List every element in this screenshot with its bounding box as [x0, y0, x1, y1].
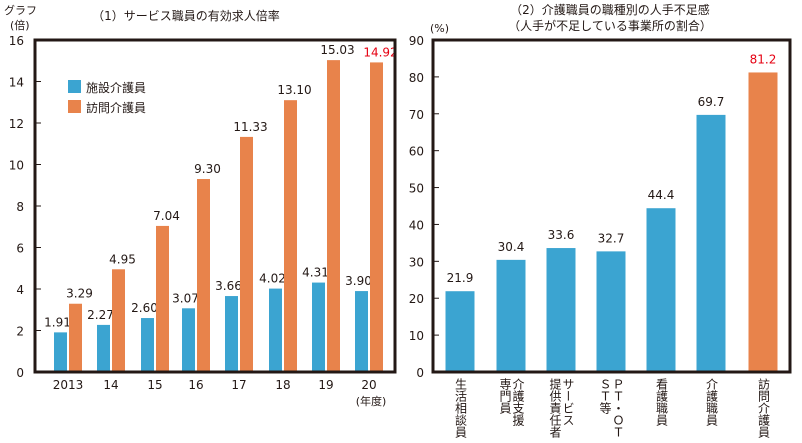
chart2-bar: [496, 259, 526, 372]
chart2-xtick-label: 看護職員: [654, 378, 669, 426]
chart1-ylabel: グラフ: [4, 3, 37, 17]
chart1-bar-visiting: [370, 62, 383, 372]
chart2-subtitle: （人手が不足している事業所の割合）: [508, 18, 712, 33]
chart2-bar: [748, 72, 778, 372]
chart1-data-label: 4.31: [302, 266, 329, 280]
chart1-ytick-label: 2: [16, 325, 24, 339]
chart1-bar-facility: [54, 332, 67, 372]
chart1-ytick-label: 0: [16, 366, 24, 380]
chart2-bar: [646, 208, 676, 372]
chart1-ytick-label: 14: [9, 76, 24, 90]
chart1-ytick-label: 16: [9, 34, 24, 48]
chart2-xtick-label: 介護職員: [704, 378, 719, 426]
chart1-legend-label: 訪問介護員: [86, 100, 146, 115]
chart1-ytick-label: 10: [9, 159, 24, 173]
chart1-xunit: (年度): [356, 394, 387, 408]
chart2-ytick-label: 70: [409, 108, 424, 122]
chart1-ytick-label: 6: [16, 242, 24, 256]
chart2-data-label: 81.2: [750, 52, 777, 66]
chart2-xtick-label: サービス 提供責任者: [548, 378, 575, 438]
chart1-xtick-label: 2013: [53, 378, 84, 392]
chart1-bar-facility: [97, 324, 110, 372]
chart1-data-label: 3.90: [345, 274, 372, 288]
chart2-data-label: 69.7: [698, 95, 725, 109]
chart2-data-label: 30.4: [498, 240, 525, 254]
chart2-xtick-label: 生活相談員: [453, 378, 468, 438]
chart2-ytick-label: 60: [409, 145, 424, 159]
chart1-xtick-label: 16: [188, 378, 203, 392]
chart1-xtick-label: 15: [147, 378, 162, 392]
chart1-data-label: 7.04: [153, 209, 180, 223]
chart2-data-label: 21.9: [447, 271, 474, 285]
chart1-data-label: 4.95: [109, 252, 136, 266]
chart1-data-label: 3.66: [215, 279, 242, 293]
chart1-frame: [33, 38, 397, 374]
chart1-data-label: 4.02: [259, 272, 286, 286]
chart1-data-label: 9.30: [194, 162, 221, 176]
chart1-xtick-label: 20: [361, 378, 376, 392]
chart1-bar-facility: [141, 318, 154, 372]
chart2-xtick-label: 訪問介護員: [756, 378, 771, 438]
chart2-frame: [431, 38, 792, 374]
chart2-ytick-label: 80: [409, 71, 424, 85]
chart1-bar-visiting: [240, 136, 253, 372]
chart2-bar: [696, 114, 726, 372]
chart1-bar-visiting: [112, 269, 125, 372]
chart2-bar: [596, 251, 626, 372]
chart1-xtick-label: 19: [318, 378, 333, 392]
chart1-bar-visiting: [156, 225, 169, 372]
chart2-ytick-label: 30: [409, 255, 424, 269]
chart1-legend-label: 施設介護員: [86, 80, 146, 95]
chart1-bar-facility: [355, 291, 368, 372]
chart1-ytick-label: 8: [16, 200, 24, 214]
chart1-data-label: 13.10: [277, 83, 311, 97]
chart2-ytick-label: 90: [409, 34, 424, 48]
chart2-xtick-label: ＰＴ・ＯＴ・ ＳＴ等: [598, 378, 625, 443]
chart1-bar-visiting: [197, 179, 210, 372]
chart1-bar-facility: [182, 308, 195, 372]
chart2-xtick-label: 介護支援 専門員: [498, 378, 525, 426]
chart1-legend-swatch: [68, 100, 81, 113]
chart1-data-label: 3.07: [172, 291, 199, 305]
chart1-data-label: 3.29: [66, 287, 93, 301]
chart1-xtick-label: 18: [275, 378, 290, 392]
chart2-ytick-label: 0: [416, 366, 424, 380]
chart1-data-label: 2.60: [131, 301, 158, 315]
chart2-ytick-label: 20: [409, 292, 424, 306]
chart2-ytick-label: 50: [409, 182, 424, 196]
chart1-title: （1）サービス職員の有効求人倍率: [92, 8, 280, 23]
chart1-data-label: 1.91: [44, 315, 71, 329]
chart1-xtick-label: 14: [103, 378, 118, 392]
chart2-bar: [445, 291, 475, 372]
chart1-bar-visiting: [69, 303, 82, 372]
chart1-bar-visiting: [327, 60, 340, 372]
chart1-data-label: 2.27: [87, 308, 114, 322]
chart1-bar-facility: [312, 282, 325, 372]
chart1-legend-swatch: [68, 80, 81, 93]
chart1-xtick-label: 17: [231, 378, 246, 392]
chart2-ytick-label: 40: [409, 218, 424, 232]
chart1-ylabel: (倍): [10, 18, 30, 32]
chart2-data-label: 32.7: [598, 231, 625, 245]
chart1-data-label: 15.03: [320, 43, 354, 57]
chart1-data-label: 11.33: [233, 120, 267, 134]
chart1-bar-visiting: [284, 100, 297, 373]
chart1-ytick-label: 12: [9, 117, 24, 131]
chart1-bar-facility: [225, 296, 238, 372]
chart1-bar-facility: [269, 288, 282, 372]
chart2-ytick-label: 10: [409, 329, 424, 343]
chart1-data-label: 14.92: [363, 45, 397, 59]
chart2-ylabel: (%): [430, 22, 449, 35]
chart2-bar: [546, 248, 576, 372]
chart2-data-label: 44.4: [648, 188, 675, 202]
chart2-data-label: 33.6: [548, 228, 575, 242]
chart1-ytick-label: 4: [16, 283, 24, 297]
chart2-title: （2）介護職員の職種別の人手不足感: [510, 2, 710, 17]
